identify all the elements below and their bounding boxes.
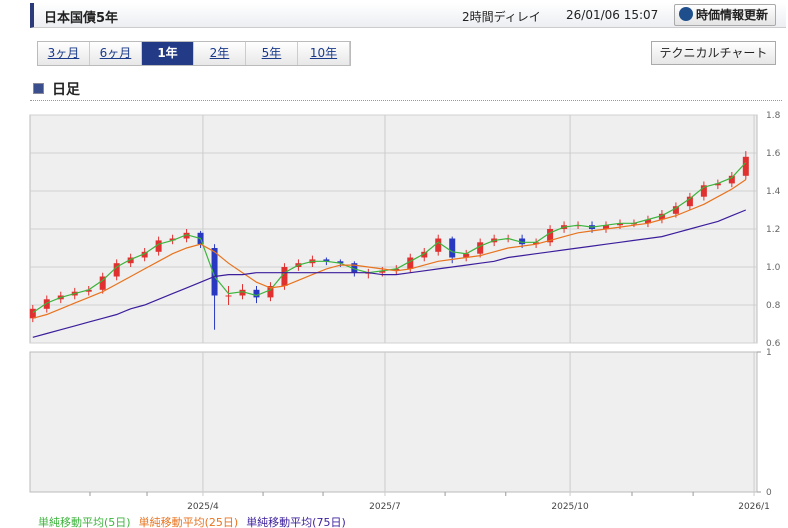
period-tabs: 3ヶ月 6ヶ月 1年 2年 5年 10年 xyxy=(37,41,351,66)
candle-body xyxy=(323,259,330,262)
y-tick-label: 1.4 xyxy=(766,187,781,197)
x-tick-label: 2026/1 xyxy=(738,502,770,512)
candle-body xyxy=(686,196,693,207)
moving-average-line xyxy=(32,179,747,319)
candle-body xyxy=(603,225,610,229)
candle-body xyxy=(547,229,554,243)
x-tick-label: 2025/4 xyxy=(187,502,219,512)
candle-body xyxy=(183,232,190,239)
candle-body xyxy=(616,223,623,226)
candle-body xyxy=(714,183,721,186)
tab[interactable]: 10年 xyxy=(298,42,350,65)
candle-body xyxy=(742,156,749,176)
candle-body xyxy=(421,251,428,258)
candle-body xyxy=(169,238,176,241)
legend-entry: 単純移動平均(75日) xyxy=(246,515,346,528)
candle-body xyxy=(449,238,456,258)
x-tick-label: 2025/10 xyxy=(551,502,589,512)
tab[interactable]: 2年 xyxy=(194,42,246,65)
candle-body xyxy=(141,251,148,258)
technical-label: テクニカルチャート xyxy=(659,46,768,60)
candle-body xyxy=(267,286,274,298)
candle-body xyxy=(43,299,50,309)
candle-body xyxy=(393,268,400,271)
header: 日本国債5年 2時間ディレイ 26/01/06 15:07 時価情報更新 xyxy=(30,3,786,28)
refresh-button[interactable]: 時価情報更新 xyxy=(674,4,776,26)
x-tick-label: 2025/7 xyxy=(369,502,401,512)
candle-body xyxy=(463,253,470,258)
tab[interactable]: 3ヶ月 xyxy=(38,42,90,65)
volume-tick-label: 1 xyxy=(766,348,772,358)
candle-body xyxy=(351,263,358,273)
y-tick-label: 0.6 xyxy=(766,339,781,349)
candle-body xyxy=(379,270,386,273)
technical-button[interactable]: テクニカルチャート xyxy=(651,41,776,65)
divider xyxy=(30,100,782,101)
candle-body xyxy=(211,248,218,296)
datetime: 26/01/06 15:07 xyxy=(566,8,659,22)
section-label: 日足 xyxy=(52,82,80,98)
candle-body xyxy=(519,238,526,245)
delay-note: 2時間ディレイ xyxy=(462,10,541,24)
y-tick-label: 0.8 xyxy=(766,301,781,311)
tab[interactable]: 5年 xyxy=(246,42,298,65)
candle-body xyxy=(407,257,414,269)
candle-body xyxy=(728,175,735,184)
candle-body xyxy=(113,263,120,277)
candle-body xyxy=(127,257,134,264)
candle-body xyxy=(225,295,232,297)
tab[interactable]: 1年 xyxy=(142,42,194,65)
volume-panel xyxy=(29,351,758,493)
candle-body xyxy=(700,185,707,197)
candle-body xyxy=(85,289,92,292)
refresh-label: 時価情報更新 xyxy=(696,8,769,22)
candle-body xyxy=(644,219,651,224)
candle-body xyxy=(155,240,162,252)
candle-body xyxy=(239,289,246,296)
candle-body xyxy=(658,213,665,220)
legend-entry: 単純移動平均(5日) xyxy=(38,515,131,528)
candle-body xyxy=(337,261,344,264)
tab[interactable]: 6ヶ月 xyxy=(90,42,142,65)
candle-body xyxy=(253,289,260,298)
y-tick-label: 1.6 xyxy=(766,149,781,159)
legend-entry: 単純移動平均(25日) xyxy=(139,515,239,528)
section-title: 日足 xyxy=(33,79,80,99)
title: 日本国債5年 xyxy=(44,11,119,26)
candle-body xyxy=(477,242,484,254)
candle-body xyxy=(533,242,540,245)
candle-body xyxy=(29,308,36,319)
y-tick-label: 1.2 xyxy=(766,225,780,235)
y-tick-label: 1.0 xyxy=(766,263,781,273)
moving-average-line xyxy=(32,209,747,338)
y-tick-label: 1.8 xyxy=(766,111,781,121)
candle-body xyxy=(672,206,679,214)
candle-body xyxy=(281,267,288,286)
volume-tick-label: 0 xyxy=(766,488,772,498)
candle-body xyxy=(435,238,442,252)
candle-body xyxy=(99,276,106,290)
